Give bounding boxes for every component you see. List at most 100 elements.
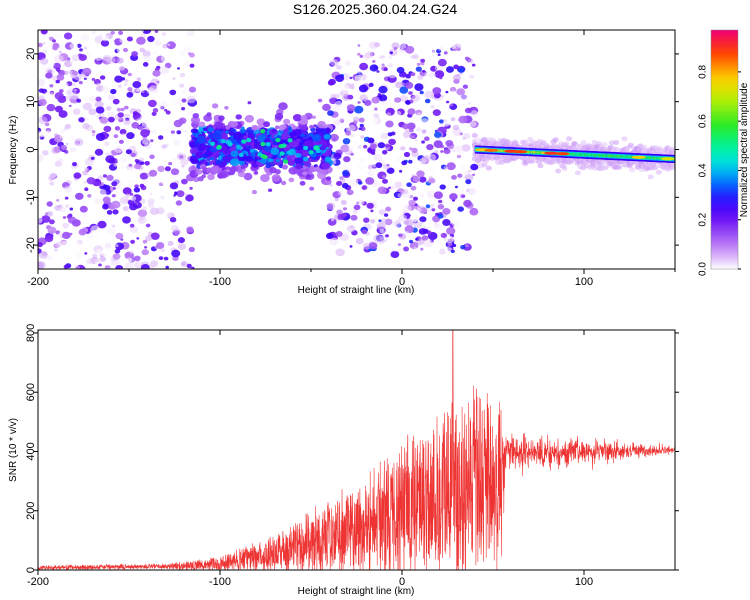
heatmap-cell [435, 227, 445, 235]
heatmap-cell [118, 30, 124, 35]
heatmap-cell [368, 242, 378, 250]
heatmap-cell [150, 139, 154, 143]
heatmap-cell [142, 50, 151, 58]
heatmap-cell [54, 241, 63, 248]
heatmap-cell [408, 66, 414, 71]
heatmap-cell [47, 226, 57, 234]
heatmap-cell [354, 105, 364, 114]
heatmap-cell [321, 162, 331, 170]
spectrogram-x-axis-title: Height of straight line (km) [298, 285, 415, 296]
heatmap-cell [288, 167, 298, 175]
heatmap-cell [129, 250, 134, 254]
heatmap-cell [309, 186, 315, 191]
heatmap-cell [465, 179, 472, 185]
heatmap-cell [228, 131, 235, 136]
heatmap-cell [340, 221, 346, 226]
heatmap-cell [530, 151, 533, 154]
heatmap-cell [269, 167, 277, 174]
heatmap-cell [472, 173, 476, 176]
heatmap-cell [400, 146, 406, 151]
heatmap-cell [188, 86, 197, 93]
heatmap-cell [130, 239, 136, 244]
heatmap-cell [129, 192, 134, 196]
heatmap-cell [264, 137, 271, 143]
heatmap-cell [460, 165, 466, 170]
heatmap-cell [627, 142, 634, 148]
heatmap-cell [434, 64, 444, 72]
heatmap-cell [467, 188, 477, 195]
heatmap-cell [101, 34, 110, 42]
y-tick-label: 10 [25, 96, 37, 108]
heatmap-cell [181, 165, 185, 168]
heatmap-cell [376, 54, 382, 59]
heatmap-cell [340, 83, 349, 92]
heatmap-cell [462, 84, 468, 89]
heatmap-cell [457, 206, 465, 212]
heatmap-cell [377, 171, 387, 180]
heatmap-cell [147, 202, 154, 208]
heatmap-cell [107, 111, 116, 118]
heatmap-cell [177, 243, 187, 251]
heatmap-cell [280, 132, 290, 140]
heatmap-cell [353, 140, 362, 147]
heatmap-cell [346, 225, 356, 233]
heatmap-cell [385, 234, 389, 238]
heatmap-cell [347, 124, 356, 132]
heatmap-cell [139, 172, 149, 180]
heatmap-cell [411, 174, 416, 178]
heatmap-cell [201, 166, 208, 171]
heatmap-cell [320, 145, 327, 151]
heatmap-cell [278, 102, 288, 111]
heatmap-cell [309, 124, 314, 129]
heatmap-cell [350, 133, 355, 138]
heatmap-cell [419, 176, 427, 183]
heatmap-cell [299, 180, 306, 186]
heatmap-cell [445, 235, 454, 244]
heatmap-cell [243, 172, 253, 181]
heatmap-cell [470, 75, 475, 79]
heatmap-cell [140, 30, 145, 33]
heatmap-peak [544, 151, 559, 155]
heatmap-cell [131, 51, 139, 57]
heatmap-cell [126, 91, 134, 98]
heatmap-cell [240, 165, 246, 170]
heatmap-cell [437, 213, 444, 219]
heatmap-cell [601, 142, 608, 147]
heatmap-cell [44, 122, 50, 127]
heatmap-cell [178, 183, 185, 190]
heatmap-cell [156, 207, 165, 215]
heatmap-cell [651, 156, 654, 160]
heatmap-cell [95, 96, 102, 102]
heatmap-cell [399, 42, 407, 49]
heatmap-cell [591, 153, 594, 157]
heatmap-cell [376, 70, 380, 73]
heatmap-cell [46, 201, 53, 207]
heatmap-cell [363, 217, 370, 223]
heatmap-cell [175, 200, 183, 206]
heatmap-cell [412, 176, 421, 183]
heatmap-cell [92, 253, 98, 258]
heatmap-cell [143, 55, 151, 62]
heatmap-cell [38, 230, 43, 238]
heatmap-cell [71, 54, 81, 62]
heatmap-cell [64, 252, 73, 260]
heatmap-cell [59, 206, 67, 213]
heatmap-cell [330, 59, 339, 67]
heatmap-cell [327, 110, 334, 116]
heatmap-cell [159, 105, 164, 109]
heatmap-cell [149, 154, 155, 160]
heatmap-cell [652, 156, 655, 160]
heatmap-cell [130, 62, 135, 66]
heatmap-cell [181, 107, 186, 111]
heatmap-cell [117, 84, 122, 88]
heatmap-cell [179, 83, 185, 88]
heatmap-cell [475, 137, 481, 143]
heatmap-cell [262, 154, 268, 160]
heatmap-cell [43, 94, 51, 100]
heatmap-cell [202, 127, 207, 131]
heatmap-cell [360, 246, 364, 250]
heatmap-cell [91, 133, 96, 137]
heatmap-cell [147, 35, 155, 43]
heatmap-cell [468, 169, 473, 173]
heatmap-cell [386, 167, 395, 174]
